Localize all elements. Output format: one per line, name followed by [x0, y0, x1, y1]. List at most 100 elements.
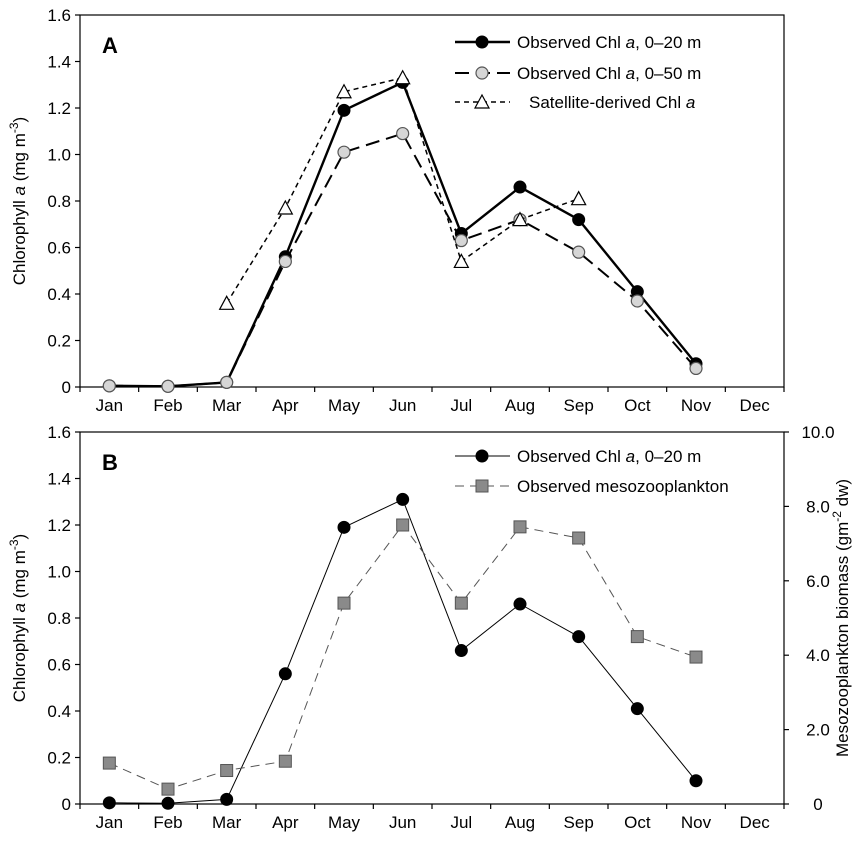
b-series-0-point-10	[689, 774, 703, 788]
panel-b-x-ticks: Jan Feb Mar Apr May Jun Jul Aug Sep Oct Nov Dec	[79, 804, 785, 832]
a-series-0-point-4	[337, 103, 351, 117]
a-ytick-label-6: 1.2	[47, 99, 71, 118]
b-ytick-label-5: 1.0	[47, 563, 71, 582]
a-series-2-point-4	[335, 83, 353, 99]
b-ytick-label-4: 0.8	[47, 609, 71, 628]
b-y2tick-label-2: 4.0	[806, 646, 830, 665]
b-series-0-point-0	[102, 796, 116, 810]
b-xtick-label-6: Jul	[450, 813, 472, 832]
panel-b-label: B	[102, 450, 118, 475]
a-series-2-point-3	[277, 199, 294, 215]
b-xtick-label-8: Sep	[564, 813, 594, 832]
b-series-0-point-4	[337, 520, 351, 534]
a-series-2-point-7	[511, 211, 529, 227]
legend-a-label-2: Observed Chl a, 0–50 m	[517, 64, 701, 83]
a-series-1-point-0	[102, 379, 116, 393]
panel-a-legend: Observed Chl a, 0–20 m Observed Chl a, 0…	[455, 33, 701, 112]
b-series-1-point-4	[337, 596, 351, 610]
a-ytick-label-0: 0	[62, 378, 71, 397]
b-xtick-label-3: Apr	[272, 813, 299, 832]
b-series-0-point-1	[161, 796, 175, 810]
b-series-0-point-9	[630, 702, 644, 716]
panel-b-series	[102, 492, 703, 810]
a-series-1-point-5	[396, 126, 410, 141]
a-xtick-label-3: Apr	[272, 396, 299, 415]
a-ytick-label-8: 1.6	[47, 6, 71, 25]
b-series-1-point-2	[220, 764, 234, 778]
legend-a-marker-3	[473, 93, 491, 109]
legend-a-label-1: Observed Chl a, 0–20 m	[517, 33, 701, 52]
b-y2tick-label-1: 2.0	[806, 721, 830, 740]
b-ytick-label-1: 0.2	[47, 749, 71, 768]
b-series-1-point-8	[572, 531, 586, 545]
a-series-2-point-2	[218, 295, 235, 310]
a-xtick-label-8: Sep	[564, 396, 594, 415]
b-series-1-point-9	[630, 630, 644, 644]
b-xtick-label-2: Mar	[212, 813, 242, 832]
a-series-1-line	[109, 132, 697, 388]
b-xtick-label-0: Jan	[96, 813, 123, 832]
panel-b: B Chlorophyll a (mg m-3) Mesozooplankton…	[7, 423, 852, 832]
b-series-0-line	[109, 498, 697, 804]
b-xtick-label-5: Jun	[389, 813, 416, 832]
b-series-0-point-6	[454, 644, 468, 658]
panel-a: A Chlorophyll a (mg m-3) 0 0.2 0.4 0.6 0.8 1.…	[7, 6, 785, 415]
a-series-1-point-4	[337, 145, 351, 159]
a-ytick-label-5: 1.0	[47, 146, 71, 165]
b-y2tick-label-3: 6.0	[806, 572, 830, 591]
a-series-0-point-7	[513, 180, 527, 194]
a-series-2-point-8	[570, 190, 587, 206]
panel-b-y2-ticks: 0 2.0 4.0 6.0 8.0 10.0	[784, 423, 835, 814]
b-xtick-label-1: Feb	[153, 813, 182, 832]
b-series-1-point-10	[689, 650, 703, 664]
b-xtick-label-11: Dec	[740, 813, 771, 832]
legend-a-entry-2: Observed Chl a, 0–50 m	[455, 64, 701, 83]
a-series-1-point-8	[572, 245, 586, 259]
b-ytick-label-7: 1.4	[47, 470, 71, 489]
legend-b-label-2: Observed mesozooplankton	[517, 477, 729, 496]
b-series-1-point-3	[278, 754, 292, 768]
a-series-1-point-2	[220, 375, 234, 389]
b-ytick-label-2: 0.4	[47, 702, 71, 721]
b-ytick-label-0: 0	[62, 795, 71, 814]
panel-a-ylabel: Chlorophyll a (mg m-3)	[7, 117, 29, 285]
panel-b-y2label: Mesozooplankton biomass (gm-2 dw)	[830, 479, 852, 757]
panel-b-legend: Observed Chl a, 0–20 m Observed mesozoop…	[455, 447, 729, 496]
b-series-0-point-2	[220, 792, 234, 806]
a-xtick-label-6: Jul	[450, 396, 472, 415]
a-xtick-label-0: Jan	[96, 396, 123, 415]
b-xtick-label-7: Aug	[505, 813, 535, 832]
legend-b-marker-2	[475, 479, 489, 493]
a-series-0-point-8	[572, 213, 586, 227]
a-ytick-label-1: 0.2	[47, 332, 71, 351]
a-xtick-label-4: May	[328, 396, 361, 415]
panel-a-label: A	[102, 33, 118, 58]
a-xtick-label-1: Feb	[153, 396, 182, 415]
b-series-1-point-7	[513, 520, 527, 534]
legend-a-label-3: Satellite-derived Chl a	[529, 93, 695, 112]
a-xtick-label-7: Aug	[505, 396, 535, 415]
legend-b-entry-2: Observed mesozooplankton	[455, 477, 729, 496]
b-series-1-point-6	[454, 596, 468, 610]
b-series-1-point-5	[396, 518, 410, 532]
b-series-1-point-0	[102, 756, 116, 770]
b-xtick-label-9: Oct	[624, 813, 651, 832]
panel-a-x-ticks: Jan Feb Mar Apr May Jun Jul Aug Sep Oct Nov Dec	[79, 387, 785, 415]
b-y2tick-label-4: 8.0	[806, 497, 830, 516]
b-xtick-label-4: May	[328, 813, 361, 832]
b-ytick-label-6: 1.2	[47, 516, 71, 535]
legend-b-label-1: Observed Chl a, 0–20 m	[517, 447, 701, 466]
a-series-1-point-10	[689, 361, 703, 375]
b-xtick-label-10: Nov	[681, 813, 712, 832]
panel-b-y-ticks: 0 0.2 0.4 0.6 0.8 1.0 1.2 1.4 1.6	[47, 423, 80, 814]
b-ytick-label-8: 1.6	[47, 423, 71, 442]
legend-b-marker-1	[475, 449, 489, 463]
panel-b-ylabel: Chlorophyll a (mg m-3)	[7, 534, 29, 702]
a-xtick-label-2: Mar	[212, 396, 242, 415]
a-series-2-point-5	[394, 69, 411, 85]
a-ytick-label-2: 0.4	[47, 285, 71, 304]
b-series-1-point-1	[161, 782, 175, 796]
b-y2tick-label-0: 0	[813, 795, 822, 814]
panel-a-y-ticks: 0 0.2 0.4 0.6 0.8 1.0 1.2 1.4 1.6	[47, 6, 80, 397]
